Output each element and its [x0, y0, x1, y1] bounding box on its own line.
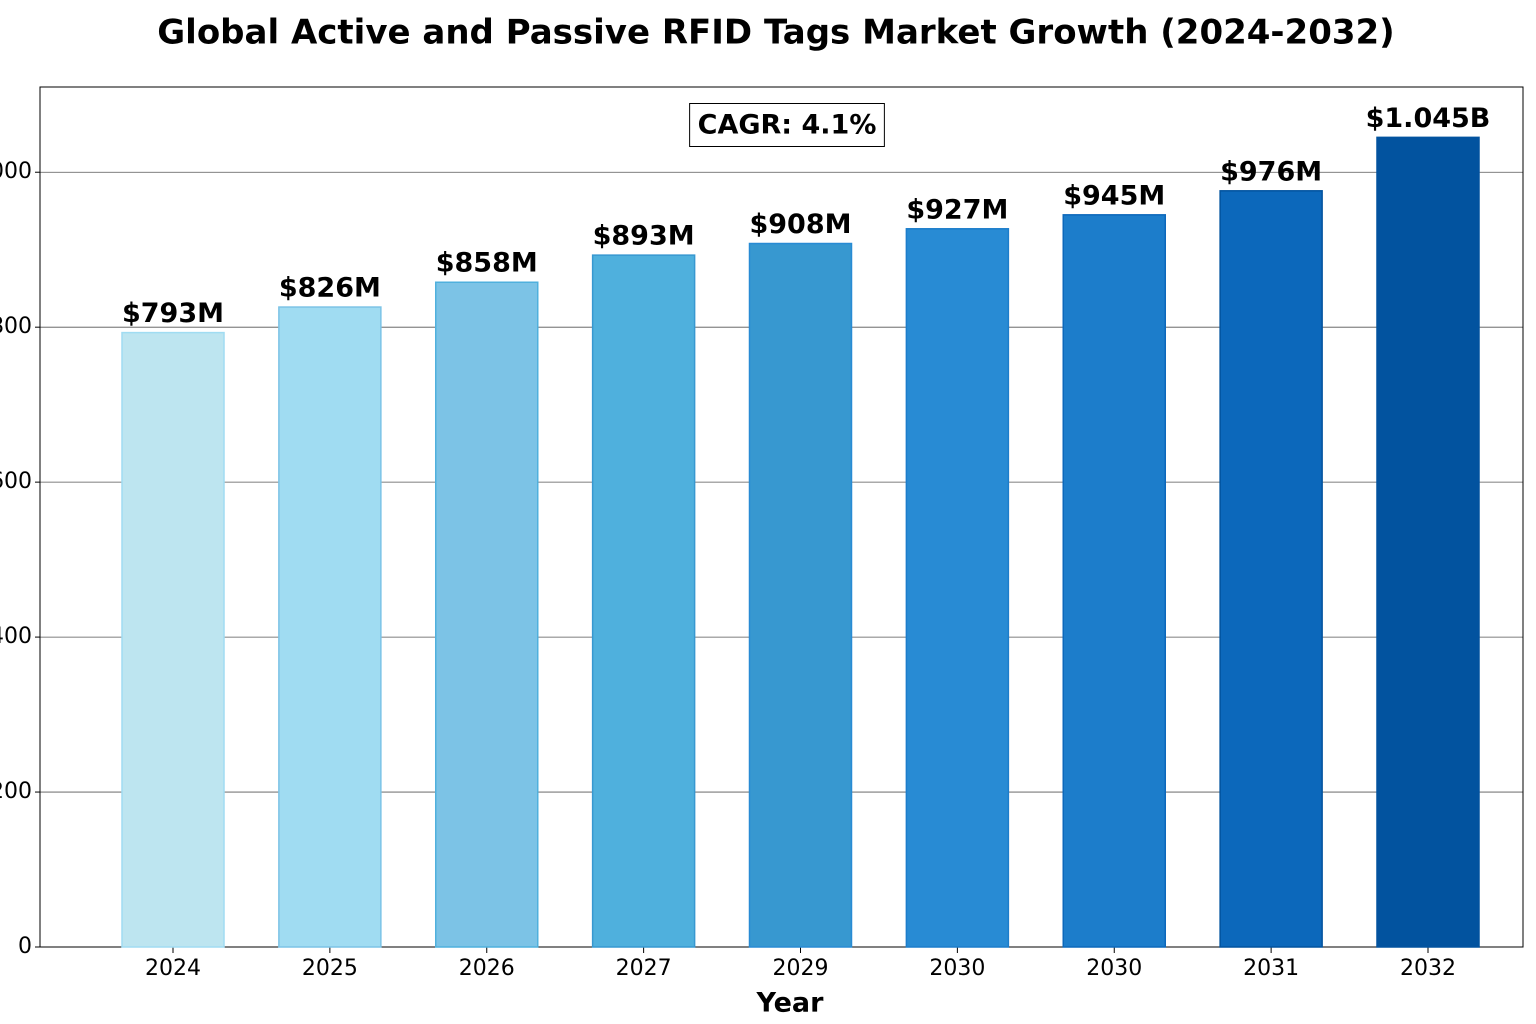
bar: [591, 254, 696, 948]
annotation-box: [689, 103, 885, 147]
data-label: $945M: [1063, 180, 1165, 211]
bar: [748, 242, 853, 948]
data-label: $927M: [906, 194, 1008, 225]
bar: [1376, 136, 1480, 948]
x-tick-label: 2029: [773, 956, 829, 981]
x-tick-label: 2032: [1400, 956, 1456, 981]
bar: [905, 228, 1010, 948]
y-tick-label: 0: [18, 934, 32, 959]
chart-title: Global Active and Passive RFID Tags Mark…: [157, 13, 1394, 53]
bar: [1062, 214, 1166, 948]
data-label: $976M: [1220, 156, 1322, 187]
y-tick-label: 800: [0, 314, 32, 339]
data-label: $908M: [749, 209, 851, 240]
x-tick-label: 2027: [616, 956, 672, 981]
x-tick-label: 2026: [459, 956, 515, 981]
data-label: $1.045B: [1366, 103, 1491, 134]
bar: [435, 281, 539, 948]
x-tick-label: 2030: [1086, 956, 1142, 981]
data-label: $858M: [436, 248, 538, 279]
data-label: $826M: [279, 273, 381, 304]
bar: [121, 331, 225, 948]
x-tick-label: 2024: [145, 956, 201, 981]
x-axis-label: Year: [756, 988, 825, 1019]
y-tick-label: 600: [0, 469, 32, 494]
annotation: CAGR: 4.1%: [698, 110, 877, 141]
x-tick-label: 2025: [302, 956, 358, 981]
data-label: $893M: [593, 221, 695, 252]
x-tick-label: 2031: [1243, 956, 1299, 981]
x-tick-label: 2030: [929, 956, 985, 981]
y-tick-label: 400: [0, 624, 32, 649]
bar: [1219, 190, 1323, 948]
y-tick-label: 200: [0, 779, 32, 804]
bar: [278, 306, 382, 948]
y-tick-label: 1000: [0, 159, 32, 184]
data-label: $793M: [122, 298, 224, 329]
